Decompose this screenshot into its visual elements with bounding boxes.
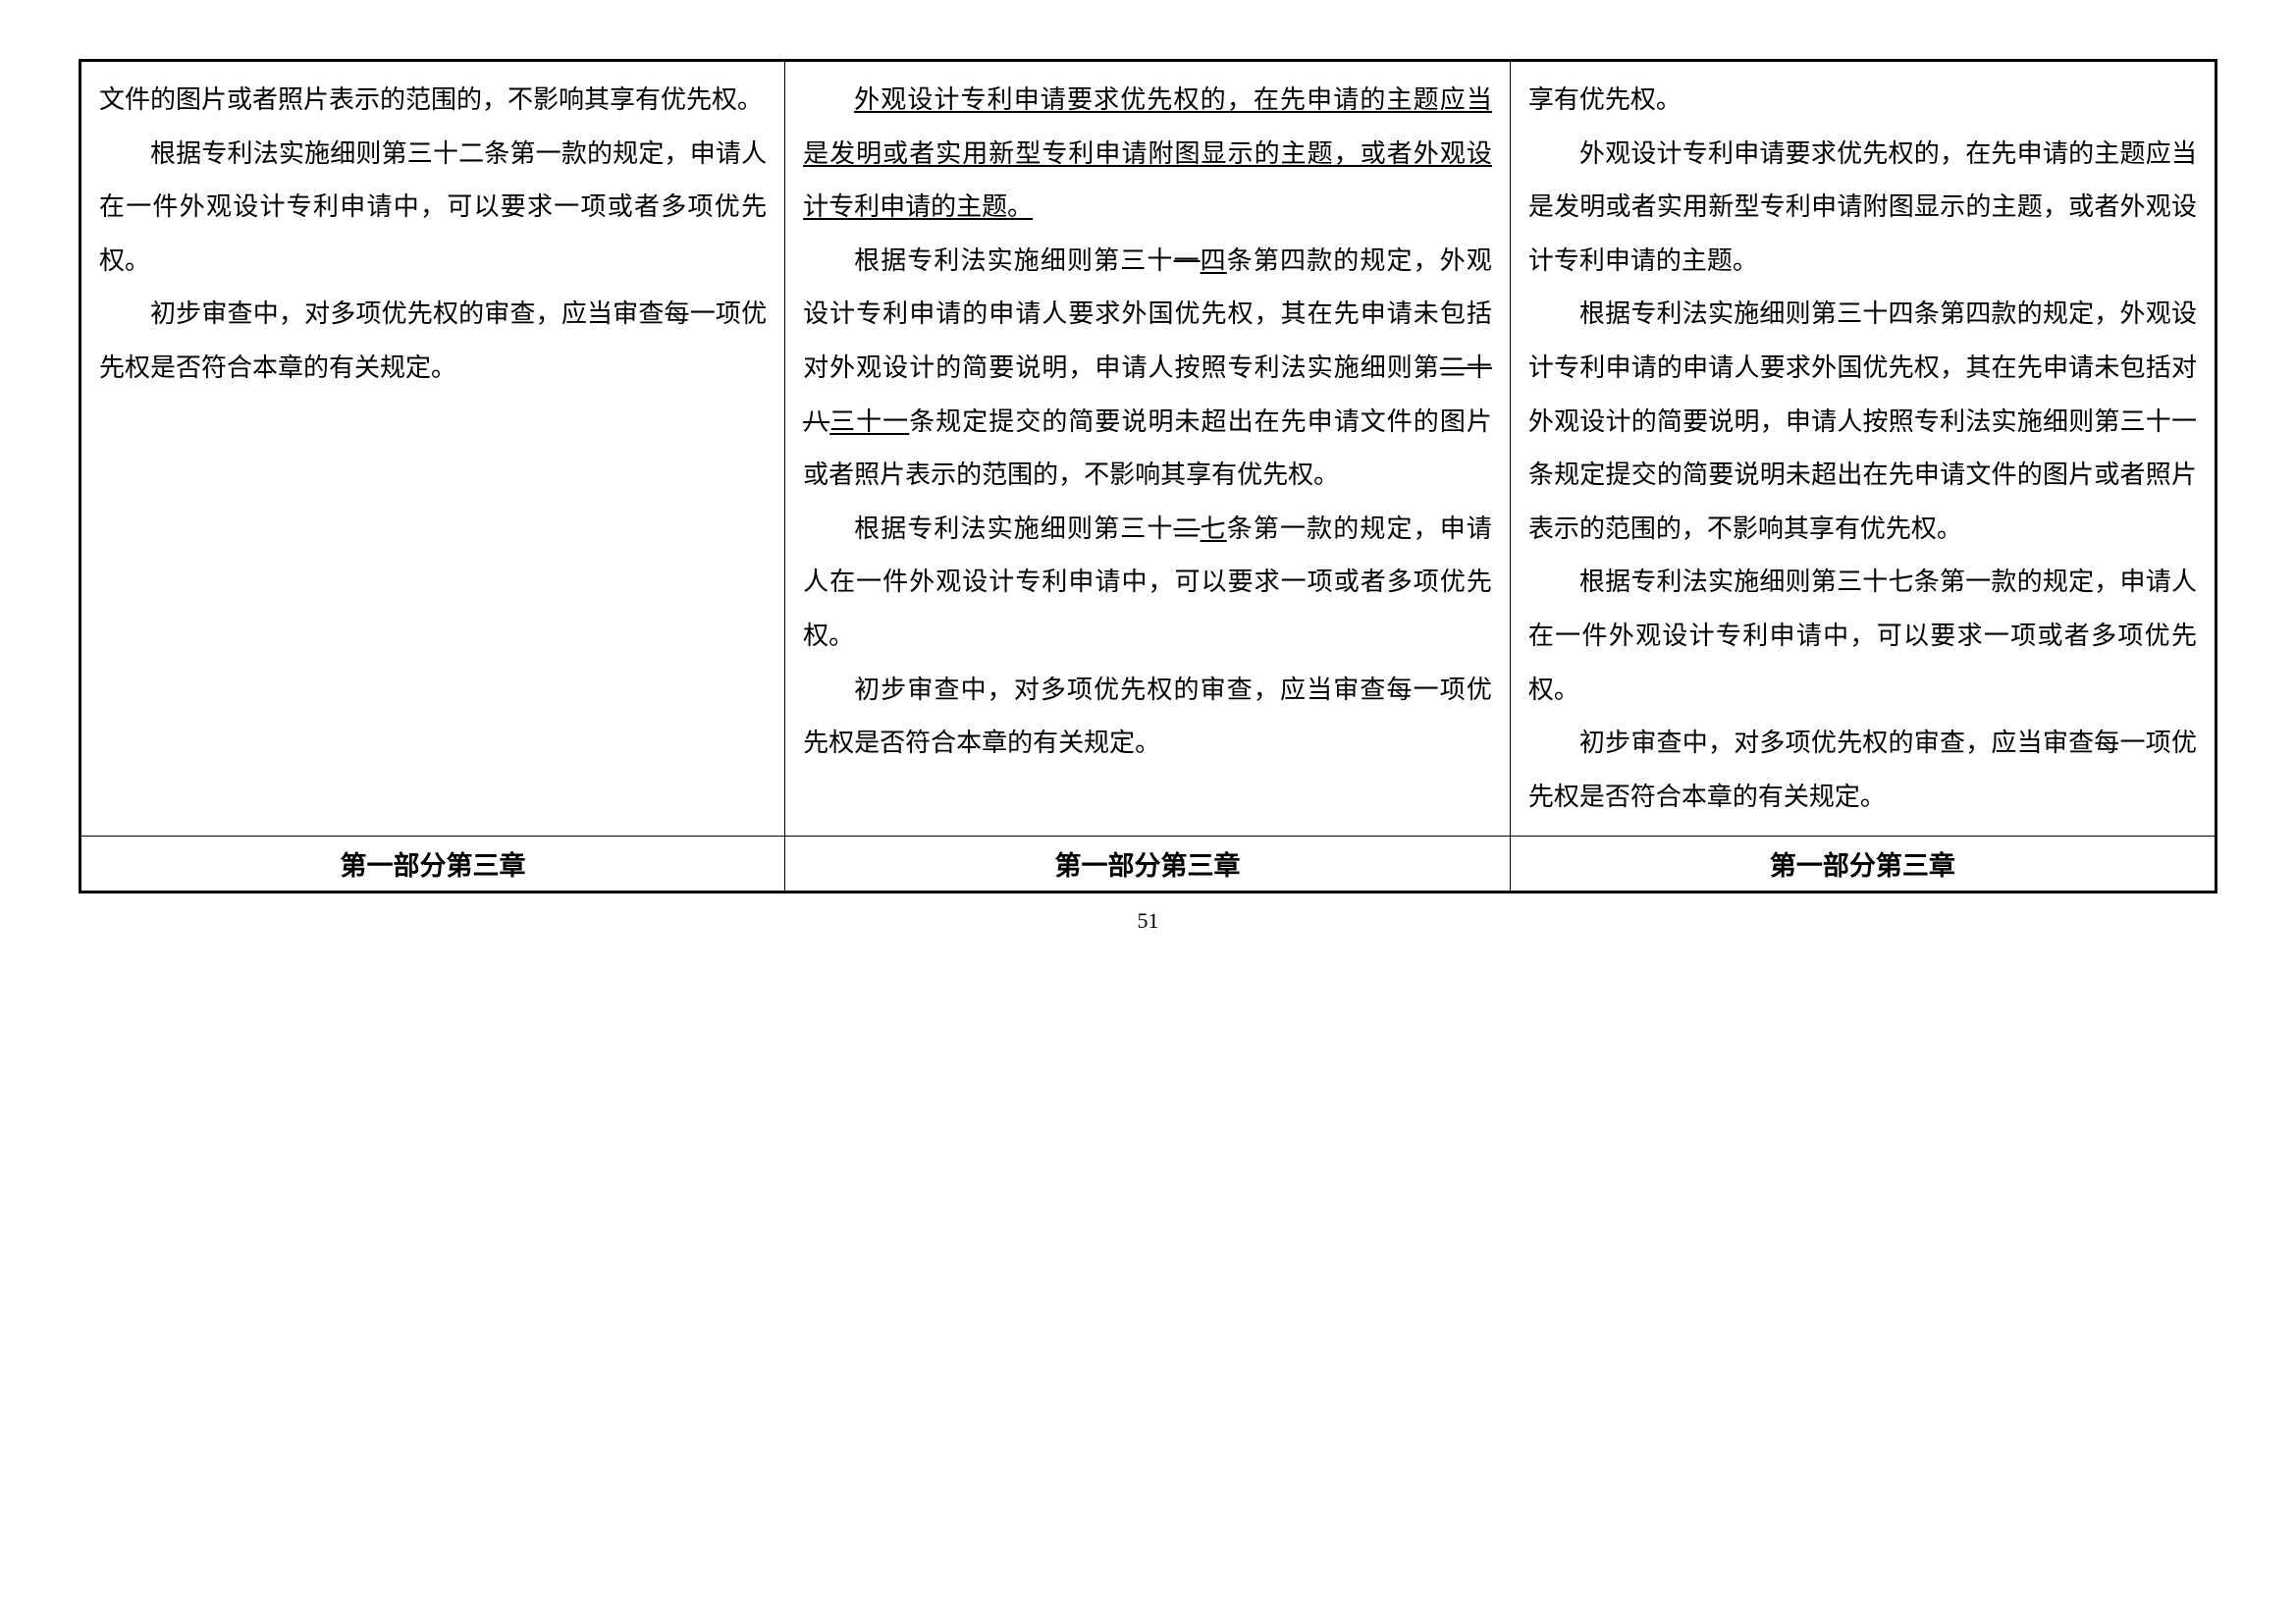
col3-para4: 根据专利法实施细则第三十七条第一款的规定，申请人在一件外观设计专利申请中，可以要… bbox=[1528, 556, 2197, 717]
content-row: 文件的图片或者照片表示的范围的，不影响其享有优先权。 根据专利法实施细则第三十二… bbox=[81, 62, 2215, 836]
section-header-3: 第一部分第三章 bbox=[1511, 837, 2215, 891]
section-header-1: 第一部分第三章 bbox=[81, 837, 785, 891]
page-number: 51 bbox=[79, 908, 2217, 934]
column-final: 享有优先权。 外观设计专利申请要求优先权的，在先申请的主题应当是发明或者实用新型… bbox=[1511, 62, 2215, 836]
col1-para3: 初步审查中，对多项优先权的审查，应当审查每一项优先权是否符合本章的有关规定。 bbox=[99, 288, 767, 395]
col3-para3: 根据专利法实施细则第三十四条第四款的规定，外观设计专利申请的申请人要求外国优先权… bbox=[1528, 288, 2197, 556]
column-original: 文件的图片或者照片表示的范围的，不影响其享有优先权。 根据专利法实施细则第三十二… bbox=[81, 62, 785, 836]
strikethrough-text: 一 bbox=[1174, 246, 1201, 275]
col2-para2: 根据专利法实施细则第三十一四条第四款的规定，外观设计专利申请的申请人要求外国优先… bbox=[803, 235, 1492, 503]
col1-para2: 根据专利法实施细则第三十二条第一款的规定，申请人在一件外观设计专利申请中，可以要… bbox=[99, 128, 767, 289]
underlined-text: 四 bbox=[1201, 246, 1227, 275]
col2-para3: 根据专利法实施细则第三十二七条第一款的规定，申请人在一件外观设计专利申请中，可以… bbox=[803, 503, 1492, 664]
underlined-text: 七 bbox=[1201, 514, 1227, 543]
section-header-row: 第一部分第三章 第一部分第三章 第一部分第三章 bbox=[81, 836, 2215, 891]
underlined-text: 外观设计专利申请要求优先权的，在先申请的主题应当是发明或者实用新型专利申请附图显… bbox=[803, 85, 1492, 221]
comparison-table: 文件的图片或者照片表示的范围的，不影响其享有优先权。 根据专利法实施细则第三十二… bbox=[79, 59, 2217, 893]
section-header-2: 第一部分第三章 bbox=[785, 837, 1511, 891]
col2-para1: 外观设计专利申请要求优先权的，在先申请的主题应当是发明或者实用新型专利申请附图显… bbox=[803, 74, 1492, 235]
col3-para2: 外观设计专利申请要求优先权的，在先申请的主题应当是发明或者实用新型专利申请附图显… bbox=[1528, 128, 2197, 289]
col3-para1: 享有优先权。 bbox=[1528, 74, 2197, 128]
col3-para5: 初步审查中，对多项优先权的审查，应当审查每一项优先权是否符合本章的有关规定。 bbox=[1528, 717, 2197, 824]
col2-para4: 初步审查中，对多项优先权的审查，应当审查每一项优先权是否符合本章的有关规定。 bbox=[803, 664, 1492, 771]
column-revised: 外观设计专利申请要求优先权的，在先申请的主题应当是发明或者实用新型专利申请附图显… bbox=[785, 62, 1511, 836]
underlined-text: 三十一 bbox=[829, 407, 909, 436]
col1-para1: 文件的图片或者照片表示的范围的，不影响其享有优先权。 bbox=[99, 74, 767, 128]
strikethrough-text: 二 bbox=[1174, 514, 1201, 543]
